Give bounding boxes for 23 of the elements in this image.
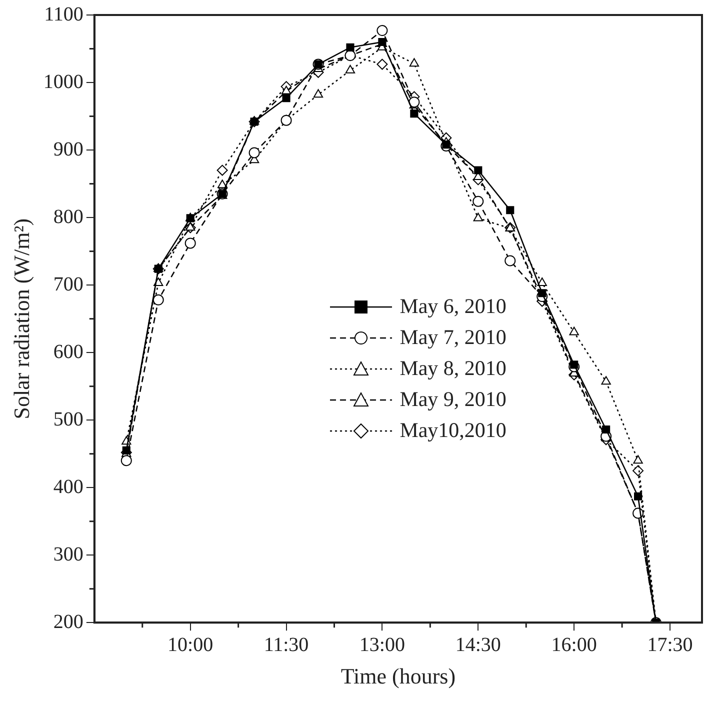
legend-label: May 9, 2010 bbox=[400, 387, 506, 412]
legend-label: May 8, 2010 bbox=[400, 356, 506, 382]
x-tick-label: 13:00 bbox=[359, 634, 405, 656]
y-tick-label: 800 bbox=[53, 206, 84, 228]
x-tick-label: 11:30 bbox=[264, 634, 309, 656]
y-tick-label: 900 bbox=[53, 138, 84, 160]
x-tick-label: 10:00 bbox=[168, 634, 214, 656]
legend-label: May 7, 2010 bbox=[400, 325, 506, 350]
y-axis-title: Solar radiation (W/m²) bbox=[8, 218, 34, 420]
legend-label: May 6, 2010 bbox=[400, 294, 506, 320]
y-tick-label: 1100 bbox=[44, 3, 84, 26]
y-tick-label: 700 bbox=[53, 273, 84, 296]
y-tick-label: 300 bbox=[53, 543, 84, 566]
y-tick-label: 1000 bbox=[43, 70, 84, 93]
x-tick-label: 17:30 bbox=[647, 634, 693, 656]
y-tick-label: 400 bbox=[53, 476, 84, 498]
y-tick-label: 500 bbox=[53, 408, 84, 430]
x-tick-label: 16:00 bbox=[551, 634, 597, 656]
y-tick-label: 200 bbox=[53, 610, 84, 633]
y-tick-label: 600 bbox=[53, 340, 84, 363]
legend-label: May10,2010 bbox=[400, 418, 506, 444]
x-axis-title: Time (hours) bbox=[340, 664, 456, 689]
x-tick-label: 14:30 bbox=[455, 634, 501, 656]
